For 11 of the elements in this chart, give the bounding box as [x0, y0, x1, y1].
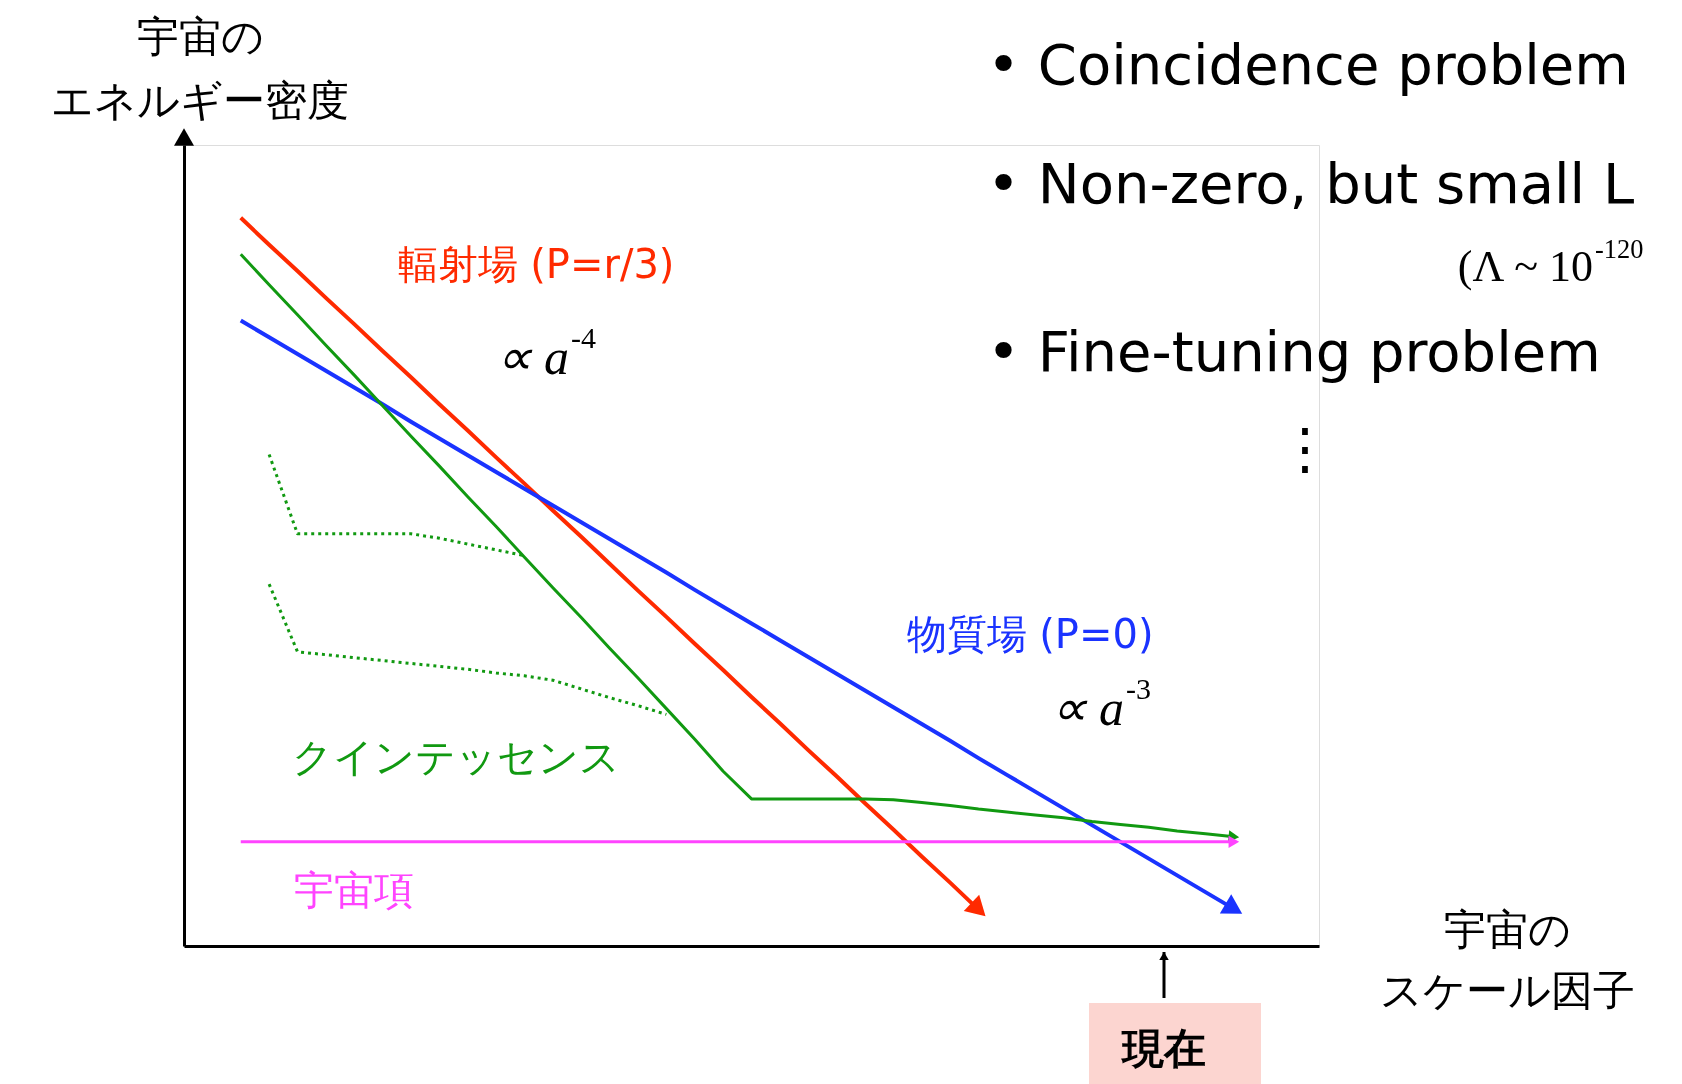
text: • Non-zero, but small L — [987, 151, 1635, 216]
text: 現在 — [1120, 1024, 1206, 1073]
series-label: 宇宙項 — [294, 867, 414, 913]
series-label: クインテッセンス — [292, 734, 620, 780]
text: ⋮ — [1277, 416, 1333, 481]
annotation: • Fine-tuning problem — [987, 319, 1601, 384]
x-axis-title: 宇宙のスケール因子 — [1379, 905, 1635, 1015]
series-label: 輻射場 (P=r/3) — [397, 241, 675, 287]
text: • Coincidence problem — [987, 32, 1629, 97]
series-label: 物質場 (P=0) — [906, 611, 1154, 657]
y-axis-title: 宇宙のエネルギー密度 — [51, 12, 349, 125]
